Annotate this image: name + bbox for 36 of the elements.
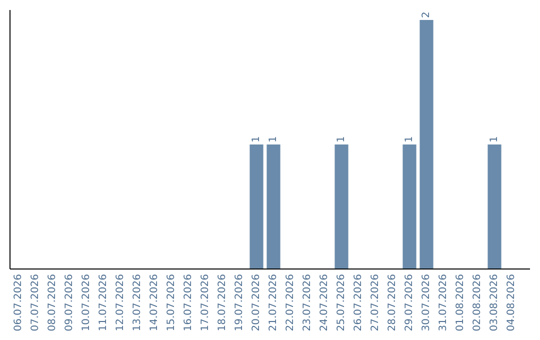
x-tick-label: 29.07.2026 [404,274,415,332]
x-tick-label: 27.07.2026 [370,274,381,332]
x-tick-label: 03.08.2026 [489,274,500,332]
x-tick-label: 15.07.2026 [166,274,177,332]
x-tick-label: 10.07.2026 [81,274,92,332]
x-tick-label: 30.07.2026 [421,274,432,332]
x-tick-label: 14.07.2026 [149,274,160,332]
x-tick-label: 13.07.2026 [132,274,143,332]
x-tick-label: 16.07.2026 [183,274,194,332]
data-label: 1 [404,136,415,142]
x-tick-label: 12.07.2026 [115,274,126,332]
x-tick-label: 20.07.2026 [251,274,262,332]
x-tick-label: 25.07.2026 [336,274,347,332]
x-tick-label: 28.07.2026 [387,274,398,332]
data-label: 1 [268,136,279,142]
x-tick-label: 08.07.2026 [47,274,58,332]
x-tick-label: 09.07.2026 [64,274,75,332]
x-tick-label: 01.08.2026 [455,274,466,332]
x-tick-label: 23.07.2026 [302,274,313,332]
x-tick-label: 07.07.2026 [30,274,41,332]
x-tick-label: 17.07.2026 [200,274,211,332]
x-tick-label: 02.08.2026 [472,274,483,332]
x-tick-label: 04.08.2026 [506,274,517,332]
data-label: 1 [336,136,347,142]
x-tick-label: 18.07.2026 [217,274,228,332]
x-tick-label: 19.07.2026 [234,274,245,332]
x-tick-label: 11.07.2026 [98,274,109,332]
x-tick-label: 21.07.2026 [268,274,279,332]
data-label: 1 [251,136,262,142]
data-label: 1 [489,136,500,142]
x-tick-label: 24.07.2026 [319,274,330,332]
x-tick-label: 22.07.2026 [285,274,296,332]
x-tick-label: 31.07.2026 [438,274,449,332]
x-tick-label: 26.07.2026 [353,274,364,332]
x-tick-label: 06.07.2026 [13,274,24,332]
data-label: 2 [421,12,432,18]
